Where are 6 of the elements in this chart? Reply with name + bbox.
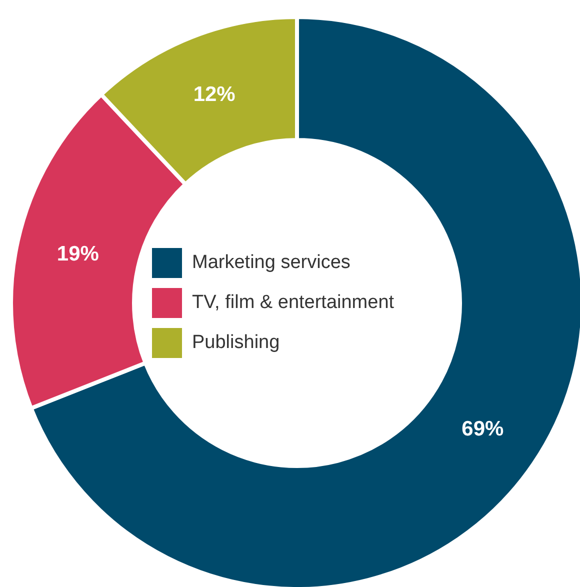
data-label: 69% — [462, 418, 504, 441]
data-label: 19% — [56, 242, 100, 266]
legend-label: Marketing services — [192, 252, 350, 274]
data-label: 12% — [193, 82, 236, 106]
legend-label: Publishing — [192, 332, 280, 354]
legend-label: TV, film & entertainment — [192, 292, 394, 314]
